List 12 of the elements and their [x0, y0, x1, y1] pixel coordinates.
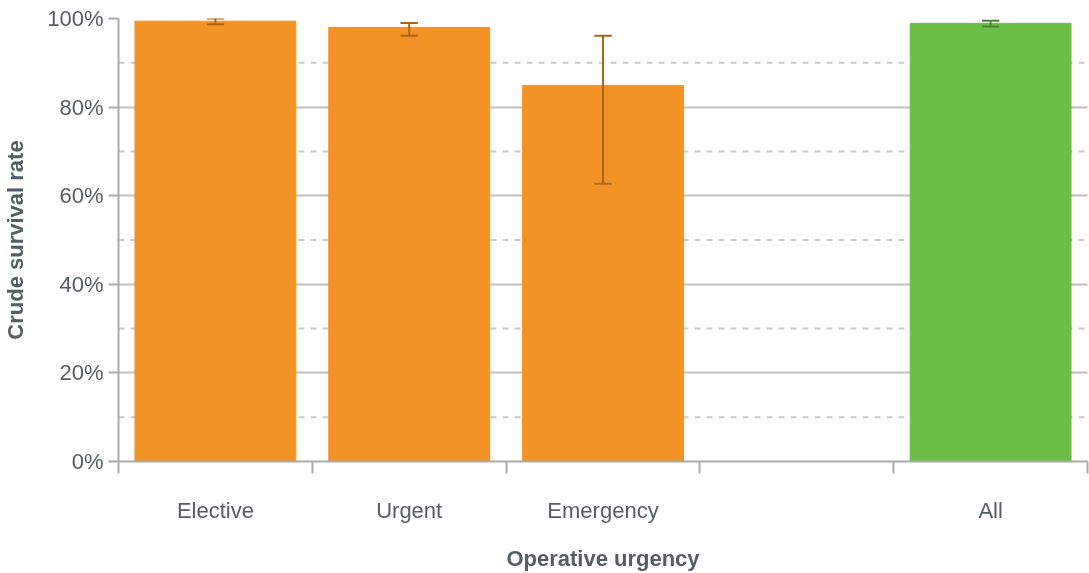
y-tick-label: 60%	[59, 183, 104, 209]
y-axis-title: Crude survival rate	[3, 140, 29, 340]
x-tick-label: Urgent	[376, 497, 443, 523]
y-tick-label: 100%	[47, 6, 104, 31]
x-tick-label: All	[978, 497, 1003, 523]
y-tick-label: 0%	[71, 449, 104, 474]
x-tick-label: Emergency	[547, 497, 659, 523]
x-tick-label: Elective	[176, 497, 254, 523]
x-axis-title: Operative urgency	[506, 545, 701, 571]
y-tick-label: 20%	[59, 360, 104, 386]
y-tick-label: 40%	[59, 271, 104, 297]
y-tick-label: 80%	[59, 94, 104, 120]
